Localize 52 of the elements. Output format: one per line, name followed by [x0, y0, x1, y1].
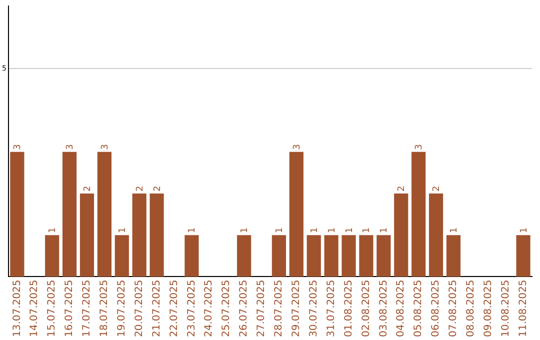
x-tick-label: 08.08.2025	[466, 280, 477, 338]
x-tick-label: 02.08.2025	[360, 280, 372, 338]
data-label: 3	[414, 144, 425, 150]
x-tick-label: 26.07.2025	[238, 280, 250, 338]
data-label: 1	[380, 227, 390, 234]
x-tick-label: 27.07.2025	[256, 280, 268, 338]
data-label: 3	[100, 144, 110, 150]
data-label: 3	[292, 144, 302, 150]
x-tick-label: 20.07.2025	[134, 280, 145, 338]
x-tick-label: 14.07.2025	[29, 280, 40, 338]
data-label: 1	[310, 227, 320, 234]
data-label: 1	[362, 227, 372, 234]
data-label: 2	[152, 186, 163, 192]
x-tick-label: 03.08.2025	[378, 280, 390, 338]
x-tick-label: 22.07.2025	[168, 280, 180, 338]
data-label: 1	[274, 227, 285, 234]
data-label: 2	[397, 186, 408, 192]
x-tick-label: 19.07.2025	[116, 280, 128, 338]
x-tick-label: 29.07.2025	[291, 280, 302, 338]
data-label: 1	[327, 227, 338, 234]
data-label: 1	[519, 227, 530, 234]
x-tick-label: 16.07.2025	[64, 280, 76, 338]
x-tick-label: 28.07.2025	[274, 280, 285, 338]
x-tick-label: 18.07.2025	[99, 280, 110, 338]
data-label: 3	[66, 144, 76, 150]
x-tick-label: 17.07.2025	[82, 280, 93, 338]
x-tick-label: 23.07.2025	[186, 280, 198, 338]
data-label: 3	[13, 144, 24, 150]
data-label: 1	[449, 227, 460, 234]
x-tick-label: 04.08.2025	[396, 280, 407, 338]
data-label: 1	[48, 227, 58, 234]
x-tick-label: 31.07.2025	[326, 280, 337, 338]
data-label: 2	[82, 186, 93, 192]
data-label: 1	[118, 227, 128, 234]
x-tick-label: 01.08.2025	[343, 280, 354, 338]
x-tick-label: 11.08.2025	[518, 280, 529, 338]
x-tick-label: 09.08.2025	[482, 280, 494, 338]
data-label: 2	[135, 186, 146, 192]
x-tick-label: 24.07.2025	[204, 280, 215, 338]
x-tick-label: 13.07.2025	[12, 280, 23, 338]
x-tick-label: 25.07.2025	[221, 280, 232, 338]
x-tick-label: 21.07.2025	[151, 280, 162, 338]
x-tick-label: 07.08.2025	[448, 280, 460, 338]
x-tick-label: 10.08.2025	[500, 280, 512, 338]
x-tick-label: 06.08.2025	[430, 280, 442, 338]
data-label: 2	[432, 186, 442, 192]
x-tick-label: 15.07.2025	[46, 280, 58, 338]
data-label: 1	[344, 227, 355, 234]
data-label: 1	[240, 227, 250, 234]
x-tick-label: 30.07.2025	[308, 280, 320, 338]
x-tick-label: 05.08.2025	[413, 280, 424, 338]
data-label: 1	[188, 227, 198, 234]
